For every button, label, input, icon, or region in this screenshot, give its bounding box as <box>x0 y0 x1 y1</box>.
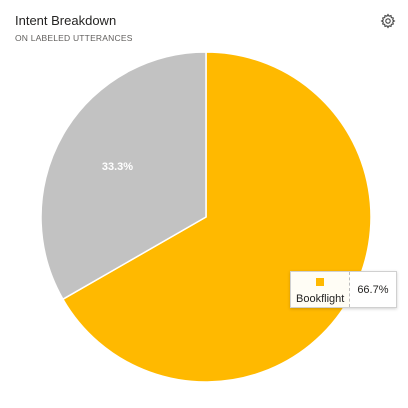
pie-slice-2[interactable] <box>40 51 207 301</box>
tooltip-category: Bookflight <box>291 272 351 307</box>
tooltip-swatch <box>316 278 325 286</box>
chart-title: Intent Breakdown <box>15 13 117 28</box>
tooltip: Bookflight 66.7% <box>290 271 397 308</box>
tooltip-label: Bookflight <box>296 293 345 305</box>
pie-data-label-2: 33.3% <box>102 161 133 173</box>
tooltip-value: 66.7% <box>357 283 389 296</box>
gear-icon[interactable] <box>380 13 396 29</box>
chart-subtitle: ON LABELED UTTERANCES <box>15 33 133 43</box>
